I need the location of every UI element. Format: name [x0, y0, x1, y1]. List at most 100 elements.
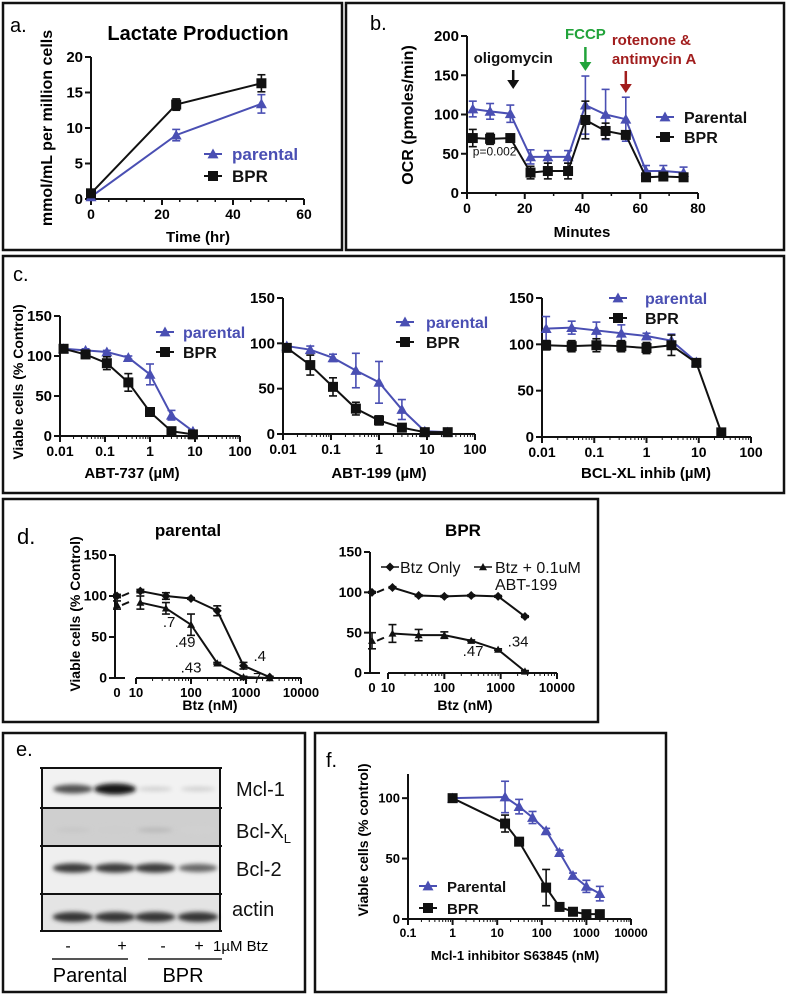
data-point — [187, 620, 195, 628]
y-axis-label: Viable cells (% control) — [355, 763, 371, 916]
y-axis-label: Viable cells (% Control) — [10, 304, 26, 459]
x-tick-label: 0.1 — [585, 444, 605, 460]
x-tick-label: 100 — [532, 926, 552, 940]
data-point — [467, 636, 476, 644]
series-btz-0-1um — [368, 623, 529, 675]
data-point — [101, 358, 112, 369]
x-tick-label: 0 — [463, 200, 471, 216]
data-point — [171, 99, 182, 110]
x-tick-label: 10 — [491, 926, 505, 940]
data-point — [600, 125, 611, 136]
legend-label: Btz Only — [400, 560, 460, 577]
series-line — [392, 586, 526, 618]
data-point — [542, 166, 553, 177]
panel-label-c: c. — [13, 264, 29, 286]
x-tick-label: 80 — [690, 200, 706, 216]
y-tick-label: 100 — [378, 790, 400, 805]
data-point — [591, 340, 602, 351]
data-point — [350, 365, 362, 375]
y-tick-label: 100 — [339, 584, 363, 600]
y-tick-label: 150 — [434, 67, 459, 84]
chart-d2: 0 10 100 1000 10000 0 50 100 150 BPR Btz (nM) Btz O… — [339, 521, 581, 713]
series-bpr — [281, 342, 453, 438]
protein-band — [52, 912, 94, 922]
protein-band — [55, 827, 91, 833]
protein-band — [97, 827, 133, 833]
combination-index-label: .49 — [175, 634, 196, 651]
legend-marker-icon — [659, 111, 671, 122]
legend-label: BPR — [447, 901, 479, 918]
data-point — [447, 793, 458, 804]
axes — [461, 35, 699, 199]
data-point — [396, 404, 408, 414]
p-value-label: p=0.002 — [473, 144, 517, 158]
data-point — [367, 587, 377, 597]
data-point — [442, 427, 453, 438]
series-0 — [112, 586, 275, 682]
y-tick-label: 0 — [99, 670, 107, 686]
legend-label: parental — [183, 325, 245, 342]
data-point — [527, 812, 539, 822]
blot-row-bcl-x: Bcl-XL — [40, 807, 291, 846]
x-tick-label: 40 — [225, 206, 241, 222]
data-point — [641, 330, 652, 341]
data-point — [86, 188, 96, 199]
y-tick-label: 0 — [451, 185, 459, 202]
data-point — [580, 114, 591, 125]
x-tick-label: 0 — [368, 680, 375, 695]
axes — [54, 315, 241, 442]
y-tick-label: 100 — [250, 335, 275, 352]
panel-b-frame — [344, 1, 786, 252]
data-point — [500, 818, 511, 829]
x-tick-label: 1000 — [486, 680, 515, 695]
data-point — [520, 612, 530, 622]
treatment-sign: + — [194, 938, 203, 955]
x-axis-label: Time (hr) — [166, 229, 230, 246]
legend-label: parental — [232, 145, 298, 164]
x-tick-label: 0 — [113, 685, 120, 700]
combination-index-label: .7 — [163, 614, 176, 631]
legend-label: BPR — [684, 130, 718, 147]
protein-band — [137, 827, 173, 833]
x-tick-label: 10 — [381, 680, 395, 695]
legend-marker-icon — [613, 313, 623, 323]
x-tick-label: 0.1 — [400, 926, 417, 940]
arrow-head-icon — [579, 62, 592, 71]
data-point — [113, 601, 121, 609]
legend-marker-icon — [159, 326, 171, 337]
legend-marker-icon — [660, 132, 670, 142]
panel-label-e: e. — [16, 739, 33, 761]
data-point — [419, 427, 430, 438]
arrow-head-icon — [507, 80, 520, 89]
combination-index-label: .4 — [254, 648, 267, 665]
x-tick-label: 10000 — [539, 680, 575, 695]
data-point — [414, 631, 423, 639]
blot-row-label: Bcl-XL — [236, 821, 291, 846]
panel-f-frame — [313, 731, 668, 994]
x-tick-label: 1000 — [232, 685, 261, 700]
protein-band — [134, 912, 176, 922]
data-point — [58, 343, 69, 354]
series-bpr — [447, 793, 605, 920]
series-line-stub — [376, 636, 385, 642]
series-line-stub — [376, 588, 385, 594]
x-tick-label: 60 — [296, 206, 312, 222]
panel-label-b: b. — [370, 13, 387, 35]
blot-row-label-text: Bcl-2 — [236, 859, 282, 881]
data-point — [504, 108, 516, 119]
data-point — [600, 109, 612, 119]
y-tick-label: 100 — [84, 588, 108, 604]
group-label-parental: Parental — [53, 965, 128, 987]
panel-d-frame — [1, 497, 600, 724]
data-point — [691, 357, 702, 368]
panel-label-f: f. — [326, 750, 337, 772]
data-point — [567, 906, 578, 917]
combination-index-label: 7 — [253, 670, 261, 687]
x-tick-label: 10 — [691, 444, 707, 460]
data-point — [514, 836, 525, 847]
blot-row-label: Bcl-2 — [236, 859, 282, 881]
x-tick-label: 10 — [419, 441, 435, 457]
x-tick-label: 10000 — [283, 685, 319, 700]
